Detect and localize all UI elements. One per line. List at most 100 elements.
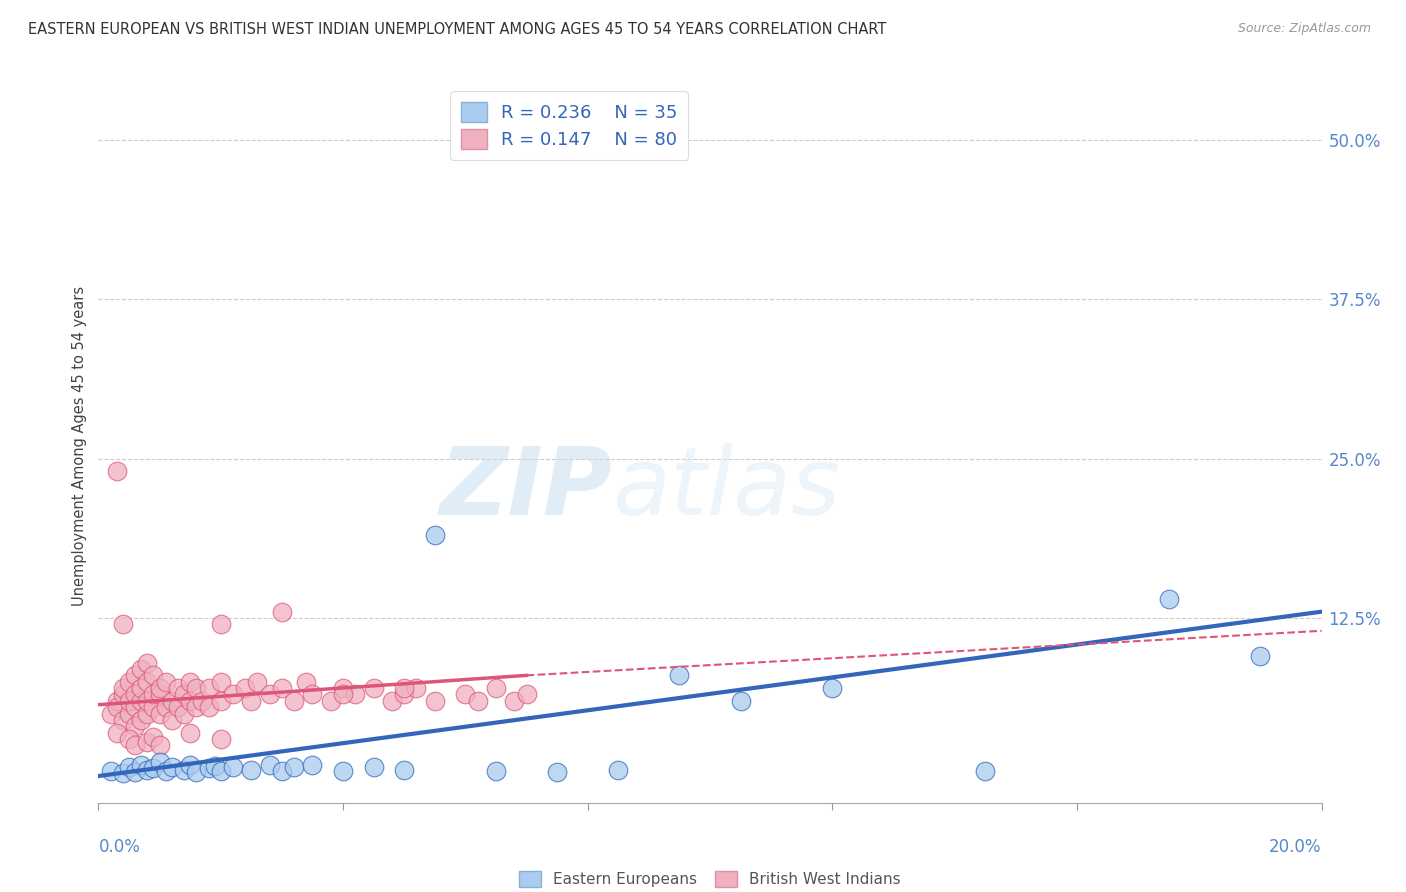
Point xyxy=(485,764,508,778)
Point xyxy=(332,681,354,695)
Point xyxy=(129,757,152,772)
Point xyxy=(149,739,172,753)
Point xyxy=(124,719,146,733)
Point xyxy=(259,688,281,702)
Point xyxy=(142,761,165,775)
Point xyxy=(105,725,128,739)
Point xyxy=(167,681,190,695)
Point xyxy=(179,725,201,739)
Point xyxy=(155,700,177,714)
Point xyxy=(1249,649,1271,664)
Point xyxy=(1157,591,1180,606)
Point xyxy=(485,681,508,695)
Point xyxy=(136,763,159,777)
Point xyxy=(129,694,152,708)
Point xyxy=(209,732,232,747)
Point xyxy=(319,694,342,708)
Point xyxy=(392,688,416,702)
Point xyxy=(392,681,416,695)
Point xyxy=(118,760,141,774)
Point xyxy=(259,757,281,772)
Point xyxy=(136,706,159,721)
Point xyxy=(160,760,183,774)
Point xyxy=(295,674,318,689)
Point xyxy=(332,688,354,702)
Point xyxy=(730,694,752,708)
Point xyxy=(546,765,568,780)
Text: atlas: atlas xyxy=(612,443,841,534)
Point xyxy=(233,681,256,695)
Point xyxy=(240,763,263,777)
Point xyxy=(209,617,232,632)
Point xyxy=(204,759,226,773)
Point xyxy=(467,694,489,708)
Point xyxy=(222,688,245,702)
Point xyxy=(332,764,354,778)
Point xyxy=(100,764,122,778)
Point xyxy=(155,674,177,689)
Point xyxy=(105,694,128,708)
Point xyxy=(197,681,219,695)
Point xyxy=(301,688,323,702)
Point xyxy=(197,761,219,775)
Point xyxy=(186,681,208,695)
Point xyxy=(142,700,165,714)
Point xyxy=(167,700,190,714)
Point xyxy=(111,713,134,727)
Point xyxy=(149,755,172,769)
Point xyxy=(118,732,141,747)
Point xyxy=(246,674,269,689)
Point xyxy=(111,766,134,780)
Point xyxy=(186,765,208,780)
Point xyxy=(160,694,183,708)
Point xyxy=(607,763,630,777)
Point xyxy=(821,681,844,695)
Point xyxy=(111,617,134,632)
Point xyxy=(179,757,201,772)
Text: 20.0%: 20.0% xyxy=(1270,838,1322,856)
Point xyxy=(423,528,446,542)
Point xyxy=(100,706,122,721)
Text: ZIP: ZIP xyxy=(439,442,612,535)
Point xyxy=(270,605,292,619)
Point xyxy=(155,764,177,778)
Point xyxy=(209,764,232,778)
Point xyxy=(118,674,141,689)
Point xyxy=(209,674,232,689)
Point xyxy=(173,763,195,777)
Point xyxy=(179,674,201,689)
Point xyxy=(136,694,159,708)
Point xyxy=(392,763,416,777)
Point xyxy=(118,694,141,708)
Point xyxy=(405,681,427,695)
Point xyxy=(423,694,446,708)
Point xyxy=(105,700,128,714)
Point xyxy=(124,739,146,753)
Point xyxy=(142,668,165,682)
Point xyxy=(344,688,367,702)
Point xyxy=(124,700,146,714)
Point xyxy=(363,681,385,695)
Point xyxy=(136,674,159,689)
Point xyxy=(118,706,141,721)
Point xyxy=(186,700,208,714)
Text: 0.0%: 0.0% xyxy=(98,838,141,856)
Point xyxy=(503,694,526,708)
Point xyxy=(149,681,172,695)
Point xyxy=(283,694,305,708)
Point xyxy=(136,656,159,670)
Point xyxy=(149,706,172,721)
Point xyxy=(668,668,690,682)
Point xyxy=(173,688,195,702)
Point xyxy=(270,764,292,778)
Point xyxy=(149,688,172,702)
Point xyxy=(240,694,263,708)
Point xyxy=(209,694,232,708)
Y-axis label: Unemployment Among Ages 45 to 54 years: Unemployment Among Ages 45 to 54 years xyxy=(72,286,87,606)
Point xyxy=(142,730,165,744)
Point xyxy=(454,688,477,702)
Point xyxy=(142,688,165,702)
Legend: Eastern Europeans, British West Indians: Eastern Europeans, British West Indians xyxy=(512,863,908,892)
Point xyxy=(516,688,538,702)
Point xyxy=(283,760,305,774)
